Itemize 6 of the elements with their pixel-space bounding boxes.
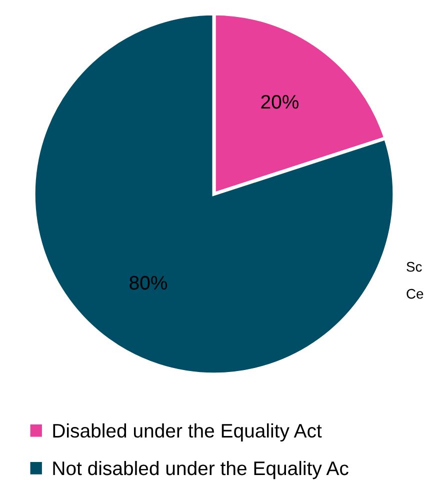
- data-label: 20%: [261, 94, 299, 109]
- data-label: 80%: [130, 276, 168, 290]
- legend-label: Disabled under the Equality Act: [53, 423, 322, 442]
- legend-label: Not disabled under the Equality Ac: [53, 460, 348, 480]
- text: Ce: [406, 288, 424, 299]
- text: Sc: [406, 262, 422, 272]
